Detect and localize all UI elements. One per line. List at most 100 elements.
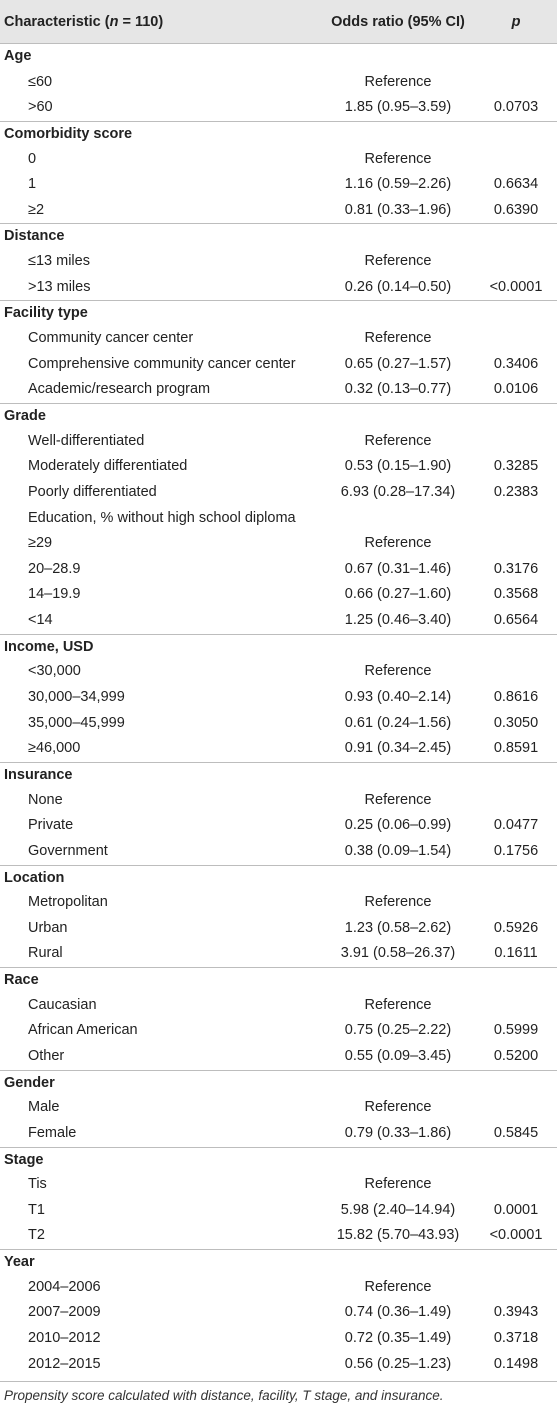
section-label: Location [4,869,65,886]
odds-ratio-cell: 0.56 (0.25–1.23) [344,1355,452,1372]
odds-ratio-cell: Reference [364,73,432,90]
table-row: Government 0.38 (0.09–1.54) 0.1756 [0,839,557,865]
odds-ratio-cell: Reference [364,432,432,449]
p-value-cell: 0.1756 [493,842,539,859]
section-header-row: Distance [0,223,557,249]
characteristic-cell: Well-differentiated [28,432,145,449]
table-row: >13 miles 0.26 (0.14–0.50) <0.0001 [0,275,557,301]
table-row: 2004–2006 Reference [0,1275,557,1301]
characteristic-cell: Education, % without high school diploma [28,509,296,526]
table-row: Rural 3.91 (0.58–26.37) 0.1611 [0,941,557,967]
characteristic-cell: <14 [28,612,53,629]
table-row: Private 0.25 (0.06–0.99) 0.0477 [0,813,557,839]
odds-ratio-cell: 0.38 (0.09–1.54) [344,842,452,859]
table-row: Education, % without high school diploma [0,506,557,532]
table-row: 1 1.16 (0.59–2.26) 0.6634 [0,172,557,198]
section-label: Facility type [4,305,88,322]
odds-ratio-cell: Reference [364,535,432,552]
section-label: Race [4,972,39,989]
characteristic-cell: Female [28,1124,77,1141]
table-row: 2012–2015 0.56 (0.25–1.23) 0.1498 [0,1352,557,1378]
section-header-row: Grade [0,402,557,429]
table-row: Urban 1.23 (0.58–2.62) 0.5926 [0,916,557,942]
odds-ratio-cell: 15.82 (5.70–43.93) [336,1227,460,1244]
p-value-cell: 0.3285 [493,458,539,475]
odds-ratio-cell: Reference [364,1278,432,1295]
table-row: ≥29 Reference [0,531,557,557]
characteristic-cell: Comprehensive community cancer center [28,355,296,372]
p-value-cell: 0.3406 [493,355,539,372]
odds-ratio-cell: Reference [364,1176,432,1193]
p-value-cell: <0.0001 [489,1227,543,1244]
odds-ratio-cell: 0.93 (0.40–2.14) [344,689,452,706]
p-value-cell: 0.5926 [493,919,539,936]
table-footnote: Propensity score calculated with distanc… [4,1388,444,1404]
odds-ratio-cell: 5.98 (2.40–14.94) [340,1201,456,1218]
table-row: <30,000 Reference [0,659,557,685]
table-header: Characteristic (n = 110) Odds ratio (95%… [0,0,557,44]
odds-ratio-cell: 0.65 (0.27–1.57) [344,355,452,372]
characteristic-cell: ≥2 [28,201,45,218]
odds-ratio-cell: 0.32 (0.13–0.77) [344,381,452,398]
characteristic-cell: Private [28,817,74,834]
characteristic-cell: T2 [28,1227,45,1244]
characteristic-cell: Metropolitan [28,894,108,911]
p-value-cell: 0.6634 [493,176,539,193]
characteristic-cell: Tis [28,1176,47,1193]
section-label: Distance [4,228,65,245]
p-value-cell: 0.2383 [493,483,539,500]
table-row: Female 0.79 (0.33–1.86) 0.5845 [0,1121,557,1147]
characteristic-cell: 2012–2015 [28,1355,101,1372]
table-row: 0 Reference [0,147,557,173]
section-label: Year [4,1254,35,1271]
table-row: None Reference [0,788,557,814]
odds-ratio-cell: 0.79 (0.33–1.86) [344,1124,452,1141]
table-row: Comprehensive community cancer center 0.6… [0,352,557,378]
section-header-row: Stage [0,1146,557,1173]
odds-ratio-cell: 0.81 (0.33–1.96) [344,201,452,218]
table-row: Poorly differentiated 6.93 (0.28–17.34) 0.… [0,480,557,506]
characteristic-cell: 14–19.9 [28,586,81,603]
section-header-row: Income, USD [0,633,557,660]
section-header-row: Location [0,864,557,891]
characteristic-cell: 2007–2009 [28,1304,101,1321]
odds-ratio-cell: 1.16 (0.59–2.26) [344,176,452,193]
table-row: Other 0.55 (0.09–3.45) 0.5200 [0,1044,557,1070]
characteristic-cell: <30,000 [28,663,81,680]
table-row: 2010–2012 0.72 (0.35–1.49) 0.3718 [0,1326,557,1352]
characteristic-cell: Rural [28,945,63,962]
characteristic-cell: 35,000–45,999 [28,714,125,731]
section-label: Comorbidity score [4,125,133,142]
characteristic-cell: Poorly differentiated [28,483,157,500]
table-row: Caucasian Reference [0,993,557,1019]
odds-ratio-cell: Reference [364,150,432,167]
section-label: Insurance [4,766,73,783]
characteristic-cell: Urban [28,919,68,936]
table-row: 35,000–45,999 0.61 (0.24–1.56) 0.3050 [0,711,557,737]
odds-ratio-cell: 0.74 (0.36–1.49) [344,1304,452,1321]
characteristic-cell: >13 miles [28,278,91,295]
table-row: T2 15.82 (5.70–43.93) <0.0001 [0,1223,557,1249]
characteristic-cell: ≥46,000 [28,740,81,757]
p-value-cell: 0.0703 [493,99,539,116]
header-odds-ratio: Odds ratio (95% CI) [331,14,465,30]
table-row: African American 0.75 (0.25–2.22) 0.5999 [0,1018,557,1044]
section-header-row: Year [0,1249,557,1275]
p-value-cell: 0.5200 [493,1047,539,1064]
characteristic-cell: Male [28,1099,60,1116]
section-header-row: Facility type [0,300,557,326]
characteristic-cell: >60 [28,99,53,116]
odds-ratio-cell: 0.72 (0.35–1.49) [344,1330,452,1347]
p-value-cell: 0.3568 [493,586,539,603]
characteristic-cell: African American [28,1022,138,1039]
table-row: Tis Reference [0,1172,557,1198]
p-value-cell: 0.0477 [493,817,539,834]
p-value-cell: <0.0001 [489,278,543,295]
section-header-row: Gender [0,1069,557,1096]
header-characteristic: Characteristic (n = 110) [4,0,163,44]
section-label: Grade [4,407,46,424]
section-label: Stage [4,1151,44,1168]
table-row: ≥2 0.81 (0.33–1.96) 0.6390 [0,198,557,224]
odds-ratio-cell: Reference [364,663,432,680]
section-header-row: Race [0,967,557,993]
